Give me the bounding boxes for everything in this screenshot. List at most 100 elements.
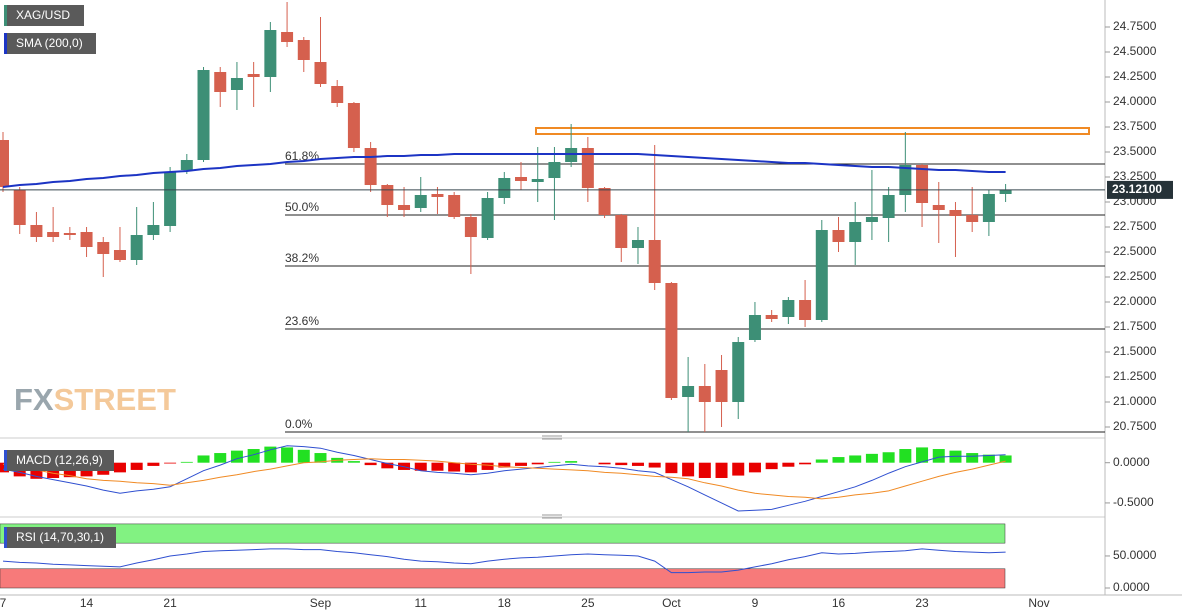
- fib-label: 0.0%: [285, 417, 313, 431]
- candle-body: [665, 283, 678, 398]
- x-tick-label: 11: [415, 596, 428, 610]
- candle-body: [80, 232, 93, 247]
- x-tick-label: 7: [0, 596, 7, 610]
- candle-body: [849, 222, 862, 242]
- histogram-bar: [431, 462, 444, 471]
- legend-label: RSI (14,70,30,1): [16, 530, 104, 544]
- histogram-bar: [197, 455, 210, 463]
- fib-label: 50.0%: [285, 200, 319, 214]
- y-tick-label: 22.2500: [1113, 269, 1157, 283]
- candle-body: [982, 194, 995, 222]
- candle-body: [515, 177, 528, 181]
- histogram-bar: [565, 461, 578, 463]
- candle-body: [464, 217, 477, 237]
- y-tick-label: 0.0000: [1113, 455, 1150, 469]
- histogram-bar: [464, 462, 477, 473]
- candle-body: [13, 190, 26, 225]
- y-tick-label: 24.5000: [1113, 44, 1157, 58]
- rsi-band: [0, 568, 1006, 589]
- histogram-bar: [715, 462, 728, 478]
- y-tick-label: 22.5000: [1113, 244, 1157, 258]
- histogram-bar: [164, 462, 177, 464]
- y-tick-label: 21.2500: [1113, 369, 1157, 383]
- legend-label: MACD (12,26,9): [16, 453, 103, 467]
- candle-body: [0, 140, 9, 187]
- x-tick-label: 14: [80, 596, 94, 610]
- histogram-bar: [414, 462, 427, 471]
- histogram-bar: [297, 449, 310, 463]
- histogram-bar: [381, 462, 394, 469]
- y-tick-label: 21.7500: [1113, 319, 1157, 333]
- candle-body: [598, 188, 611, 215]
- histogram-bar: [799, 462, 812, 465]
- histogram-bar: [548, 461, 561, 463]
- histogram-bar: [498, 462, 511, 468]
- candle-body: [882, 195, 895, 218]
- histogram-bar: [113, 462, 126, 473]
- histogram-bar: [832, 457, 845, 463]
- y-tick-label: 22.0000: [1113, 294, 1157, 308]
- histogram-bar: [531, 462, 544, 465]
- x-tick-label: 18: [498, 596, 512, 610]
- x-tick-label: 21: [163, 596, 177, 610]
- y-tick-label: 22.7500: [1113, 219, 1157, 233]
- candle-body: [130, 235, 143, 260]
- candle-body: [949, 210, 962, 216]
- legend-label: SMA (200,0): [16, 36, 83, 50]
- candle-body: [281, 32, 294, 42]
- histogram-bar: [682, 462, 695, 477]
- x-tick-label: Nov: [1028, 596, 1049, 610]
- legend-stripe: [4, 33, 7, 54]
- y-tick-label: 21.5000: [1113, 344, 1157, 358]
- candle-body: [331, 86, 344, 103]
- y-tick-label: 24.0000: [1113, 94, 1157, 108]
- y-tick-label: 21.0000: [1113, 394, 1157, 408]
- x-tick-label: 9: [752, 596, 759, 610]
- candle-body: [631, 240, 644, 248]
- histogram-bar: [364, 462, 377, 466]
- candle-body: [180, 160, 193, 170]
- candle-body: [732, 342, 745, 402]
- rsi-band: [0, 523, 1006, 544]
- candle-body: [799, 300, 812, 320]
- candle-body: [531, 179, 544, 182]
- candle-body: [63, 233, 76, 235]
- legend-stripe: [4, 450, 7, 471]
- candle-body: [548, 162, 561, 178]
- candle-body: [214, 72, 227, 92]
- histogram-bar: [214, 453, 227, 463]
- histogram-bar: [665, 462, 678, 474]
- candle-body: [966, 215, 979, 222]
- y-tick-label: 24.2500: [1113, 69, 1157, 83]
- legend-box: [4, 450, 114, 471]
- watermark-street: STREET: [54, 382, 176, 417]
- histogram-bar: [765, 462, 778, 470]
- x-tick-label: 25: [581, 596, 595, 610]
- fib-label: 23.6%: [285, 314, 319, 328]
- y-tick-label: 23.2500: [1113, 169, 1157, 183]
- candle-body: [748, 315, 761, 340]
- candle-body: [97, 242, 110, 254]
- resistance-zone: [535, 127, 1090, 135]
- panel-grip: [542, 435, 562, 519]
- candle-body: [782, 300, 795, 317]
- candle-body: [999, 190, 1012, 194]
- candle-body: [264, 30, 277, 77]
- candle-body: [247, 74, 260, 77]
- candle-body: [765, 315, 778, 319]
- histogram-bar: [932, 449, 945, 463]
- candle-body: [197, 70, 210, 160]
- candle-body: [364, 148, 377, 185]
- histogram-bar: [147, 462, 160, 466]
- candle-body: [698, 386, 711, 402]
- y-tick-label: 20.7500: [1113, 419, 1157, 433]
- candle-body: [414, 195, 427, 208]
- x-tick-label: Oct: [662, 596, 681, 610]
- histogram-bar: [314, 453, 327, 463]
- histogram-bar: [982, 454, 995, 463]
- candle-body: [916, 165, 929, 203]
- histogram-bar: [782, 462, 795, 467]
- histogram-bar: [515, 462, 528, 466]
- histogram-bar: [916, 447, 929, 463]
